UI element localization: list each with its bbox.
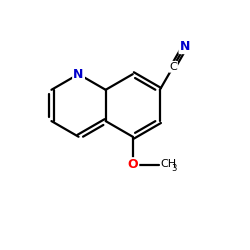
Text: N: N	[180, 40, 190, 53]
Text: O: O	[128, 158, 138, 172]
Text: CH: CH	[160, 159, 177, 169]
Text: N: N	[73, 68, 84, 81]
Text: 3: 3	[171, 164, 176, 172]
Text: C: C	[169, 62, 177, 72]
